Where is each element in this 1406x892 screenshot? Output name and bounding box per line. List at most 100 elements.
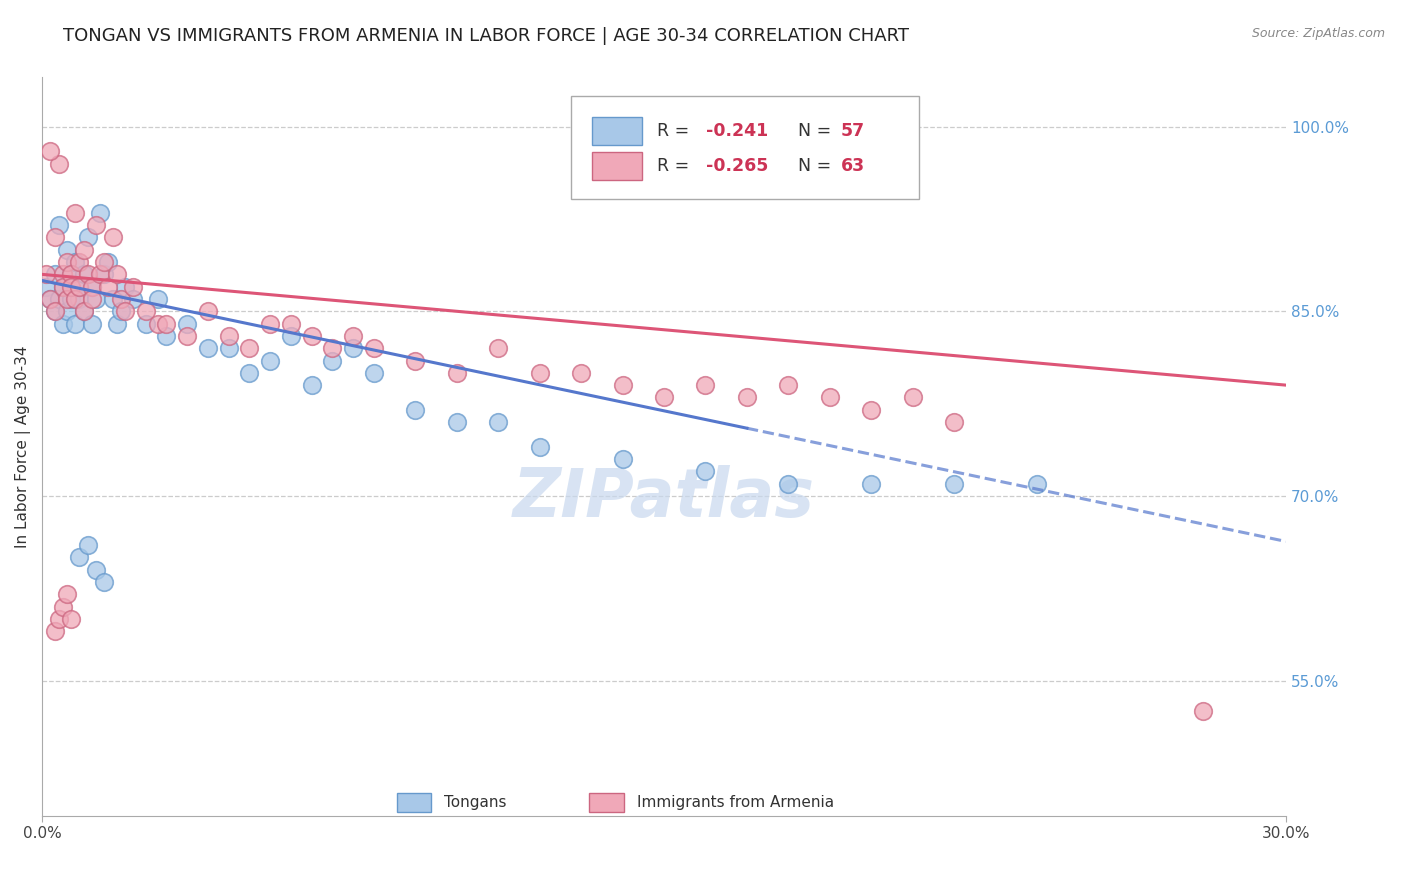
Point: [39, 292, 62, 306]
Point: [52, 279, 75, 293]
Point: [778, 378, 800, 392]
Point: [238, 341, 260, 355]
Point: [80, 292, 103, 306]
Point: [342, 341, 364, 355]
Point: [652, 391, 675, 405]
Point: [67, 255, 90, 269]
Point: [89, 268, 111, 282]
Point: [65, 206, 87, 220]
Text: 57: 57: [841, 121, 865, 140]
Point: [486, 341, 509, 355]
Text: N =: N =: [787, 157, 837, 175]
Point: [76, 538, 98, 552]
Y-axis label: In Labor Force | Age 30-34: In Labor Force | Age 30-34: [15, 345, 31, 548]
Point: [105, 317, 128, 331]
Point: [778, 476, 800, 491]
FancyBboxPatch shape: [592, 117, 641, 145]
Point: [56, 587, 79, 601]
Point: [52, 599, 75, 614]
Point: [612, 452, 634, 467]
Text: ZIPatlas: ZIPatlas: [513, 466, 815, 532]
Point: [48, 612, 70, 626]
Point: [44, 268, 66, 282]
Point: [56, 255, 79, 269]
Point: [72, 304, 94, 318]
Point: [44, 304, 66, 318]
Point: [404, 402, 426, 417]
Point: [60, 292, 83, 306]
Point: [259, 353, 281, 368]
Point: [135, 317, 157, 331]
Text: 63: 63: [841, 157, 865, 175]
Point: [148, 317, 170, 331]
Point: [48, 156, 70, 170]
Point: [35, 279, 58, 293]
Point: [612, 378, 634, 392]
Point: [943, 415, 966, 429]
Point: [735, 391, 758, 405]
Point: [80, 279, 103, 293]
Point: [60, 268, 83, 282]
Point: [238, 366, 260, 380]
Point: [44, 230, 66, 244]
Point: [101, 292, 124, 306]
Point: [67, 292, 90, 306]
Point: [529, 366, 551, 380]
Point: [901, 391, 924, 405]
Point: [148, 292, 170, 306]
Point: [93, 255, 115, 269]
Point: [280, 329, 302, 343]
Point: [39, 292, 62, 306]
Point: [301, 378, 323, 392]
Point: [486, 415, 509, 429]
Point: [695, 464, 717, 478]
Point: [84, 563, 107, 577]
Point: [60, 268, 83, 282]
Point: [1192, 704, 1215, 718]
Point: [342, 329, 364, 343]
Point: [105, 268, 128, 282]
Point: [446, 366, 468, 380]
Text: Immigrants from Armenia: Immigrants from Armenia: [637, 795, 834, 810]
Point: [110, 292, 132, 306]
Point: [52, 268, 75, 282]
Point: [67, 279, 90, 293]
Point: [93, 268, 115, 282]
Point: [114, 304, 136, 318]
Point: [1026, 476, 1049, 491]
Point: [52, 279, 75, 293]
Point: [122, 292, 145, 306]
Point: [44, 304, 66, 318]
Point: [97, 279, 120, 293]
Point: [56, 243, 79, 257]
Point: [155, 329, 177, 343]
Point: [80, 317, 103, 331]
Point: [80, 279, 103, 293]
FancyBboxPatch shape: [592, 152, 641, 180]
Point: [39, 145, 62, 159]
Text: Tongans: Tongans: [444, 795, 506, 810]
Point: [860, 476, 883, 491]
Text: TONGAN VS IMMIGRANTS FROM ARMENIA IN LABOR FORCE | AGE 30-34 CORRELATION CHART: TONGAN VS IMMIGRANTS FROM ARMENIA IN LAB…: [63, 27, 910, 45]
Point: [363, 341, 385, 355]
Point: [176, 329, 198, 343]
Point: [52, 317, 75, 331]
Point: [114, 279, 136, 293]
Point: [84, 292, 107, 306]
Text: R =: R =: [657, 121, 695, 140]
Point: [122, 279, 145, 293]
Point: [60, 612, 83, 626]
Point: [44, 624, 66, 639]
Point: [301, 329, 323, 343]
Point: [860, 402, 883, 417]
Point: [446, 415, 468, 429]
FancyBboxPatch shape: [589, 793, 624, 812]
Point: [76, 230, 98, 244]
Point: [60, 279, 83, 293]
Point: [48, 292, 70, 306]
Point: [48, 218, 70, 232]
Text: -0.265: -0.265: [706, 157, 769, 175]
Point: [101, 230, 124, 244]
Point: [72, 243, 94, 257]
Text: R =: R =: [657, 157, 695, 175]
